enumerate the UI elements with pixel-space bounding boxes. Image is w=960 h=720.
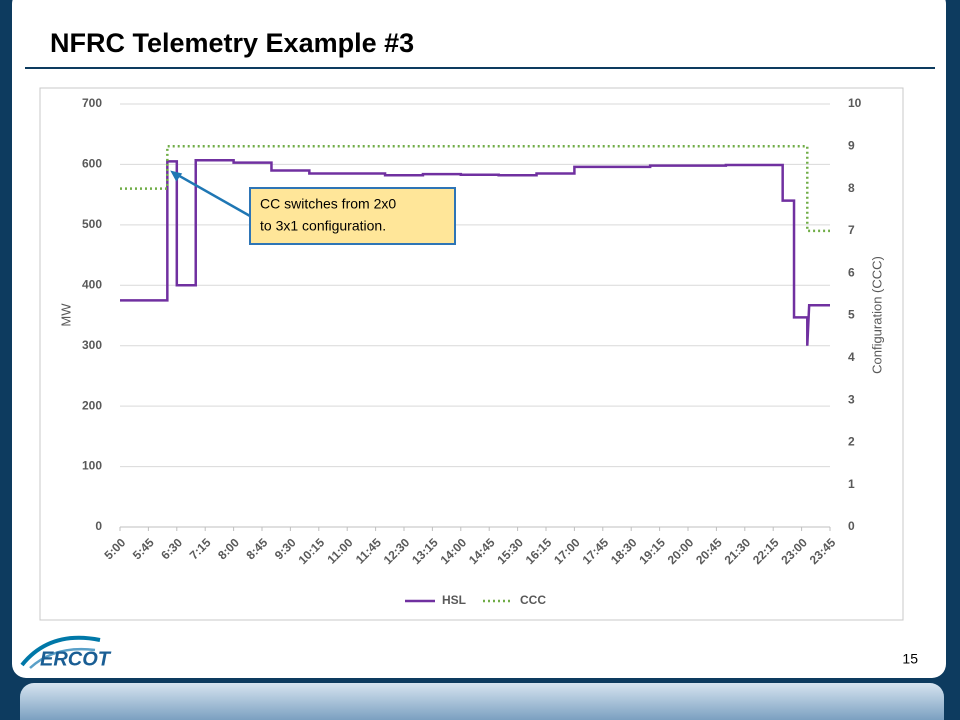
y2-tick-label: 9 (848, 138, 855, 152)
series-line (120, 158, 830, 346)
annotation-text: CC switches from 2x0 (260, 196, 396, 212)
y2-tick-label: 2 (848, 435, 855, 449)
y2-tick-label: 6 (848, 265, 855, 279)
y2-tick-label: 1 (848, 477, 855, 491)
y2-tick-label: 3 (848, 392, 855, 406)
footer-bar (20, 683, 944, 720)
annotation-box (249, 187, 456, 245)
y-tick-label: 600 (82, 157, 102, 171)
y-tick-label: 500 (82, 217, 102, 231)
y2-tick-label: 4 (848, 350, 855, 364)
annotation-arrowhead (170, 170, 183, 182)
y2-tick-label: 5 (848, 308, 855, 322)
chart-frame (39, 87, 904, 621)
logo: ERCOT (20, 635, 112, 670)
annotation-arrow (172, 171, 251, 218)
y2-tick-label: 0 (848, 519, 855, 533)
legend-label: HSL (442, 593, 466, 607)
page-number: 15 (902, 651, 918, 667)
y-axis-title: MW (58, 303, 73, 327)
annotation-text: to 3x1 configuration. (260, 218, 386, 234)
slide-title: NFRC Telemetry Example #3 (50, 28, 414, 58)
y-tick-label: 300 (82, 338, 102, 352)
y-tick-label: 400 (82, 277, 102, 291)
y2-axis-title: Configuration (CCC) (869, 256, 884, 374)
y2-tick-label: 7 (848, 223, 855, 237)
legend-label: CCC (520, 593, 546, 607)
y-tick-label: 0 (95, 519, 102, 533)
logo-arc (20, 635, 101, 667)
y-tick-label: 200 (82, 398, 102, 412)
y-tick-label: 100 (82, 459, 102, 473)
y-tick-label: 700 (82, 96, 102, 110)
y2-tick-label: 8 (848, 181, 855, 195)
logo-text: ERCOT (40, 648, 112, 670)
y2-tick-label: 10 (848, 96, 862, 110)
logo-arc (29, 647, 96, 669)
